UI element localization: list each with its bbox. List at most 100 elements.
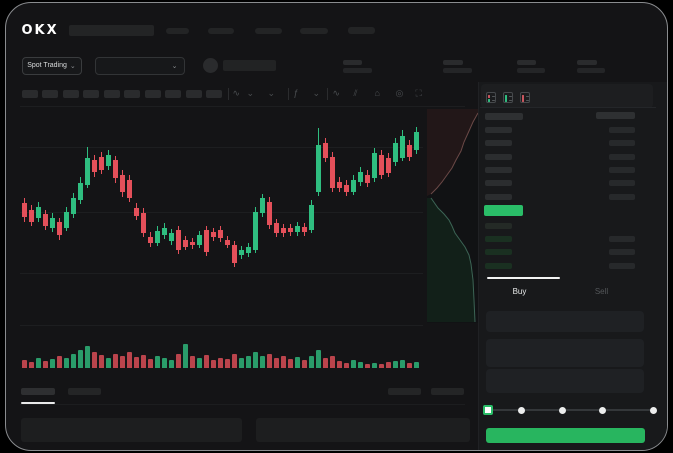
volume-bar — [273, 357, 279, 368]
candle-body — [252, 211, 258, 250]
timeframe-bar[interactable] — [103, 89, 120, 98]
chart-type-chevron-icon[interactable]: ⌄ — [246, 87, 255, 98]
timeframe-bar[interactable] — [185, 89, 202, 98]
timeframe-bar[interactable] — [144, 89, 161, 98]
interval-chevron-icon[interactable]: ⌄ — [267, 87, 276, 98]
bottom-active-tab-underline — [20, 401, 55, 404]
pair-dropdown[interactable]: ⌄ — [94, 56, 185, 75]
nav-item-bar[interactable] — [254, 27, 282, 34]
timeframe-bar[interactable] — [21, 89, 38, 98]
candle-body — [343, 184, 349, 192]
orderbook-split-view-icon[interactable] — [485, 91, 496, 103]
amount-slider-track[interactable] — [486, 408, 655, 411]
slider-stop-dot[interactable] — [599, 406, 606, 414]
nav-item-bar[interactable] — [299, 27, 328, 34]
orderbook-ask-amount-bar[interactable] — [608, 179, 635, 186]
bottom-action-bar[interactable] — [387, 387, 421, 395]
orderbook-bid-price-bar[interactable] — [484, 262, 512, 269]
bottom-tab-bar[interactable] — [67, 387, 101, 395]
nav-item-bar[interactable] — [165, 27, 189, 34]
slider-stop-dot[interactable] — [650, 406, 657, 414]
orderbook-ask-amount-bar[interactable] — [608, 139, 635, 146]
orderbook-asks-view-icon[interactable] — [519, 91, 530, 103]
orderbook-ask-price-bar[interactable] — [484, 153, 512, 160]
indicator-icon[interactable]: ƒ — [293, 87, 299, 98]
slider-stop-dot[interactable] — [559, 406, 566, 414]
last-price-bar[interactable] — [483, 204, 523, 216]
candle-body — [49, 217, 55, 228]
orderbook-ask-amount-bar[interactable] — [608, 193, 635, 200]
indicator-chevron-icon[interactable]: ⌄ — [312, 87, 321, 98]
orderbook-bid-amount-bar[interactable] — [608, 248, 635, 255]
candle-body — [266, 201, 272, 225]
volume-bar — [175, 353, 181, 368]
orderbook-bid-amount-bar[interactable] — [608, 262, 635, 269]
candle-body — [315, 144, 321, 192]
token-avatar[interactable] — [202, 57, 218, 73]
okx-logo[interactable]: OKX — [21, 22, 59, 38]
candle-body — [413, 131, 419, 150]
candle-body — [224, 239, 230, 245]
stat-value-bar — [342, 67, 372, 73]
timeframe-bar[interactable] — [205, 89, 222, 98]
orderbook-ask-price-bar[interactable] — [484, 193, 512, 200]
candle-body — [350, 179, 356, 192]
orderbook-bid-price-bar[interactable] — [484, 248, 512, 255]
candle-body — [287, 227, 293, 232]
line-tool-icon[interactable]: ∿ — [332, 87, 341, 98]
volume-bar — [378, 363, 384, 368]
candle-body — [329, 156, 335, 188]
timeframe-bar[interactable] — [41, 89, 58, 98]
ruler-icon[interactable]: ⫽ — [353, 87, 358, 98]
orderbook-ask-amount-bar[interactable] — [608, 166, 635, 173]
volume-bar — [161, 357, 167, 368]
depth-chart — [426, 108, 478, 323]
orderbook-bid-price-bar[interactable] — [484, 235, 512, 242]
volume-bar — [287, 358, 293, 368]
tab-sell[interactable]: Sell — [580, 287, 624, 296]
fullscreen-icon[interactable]: ⛶ — [415, 87, 422, 98]
search-bar[interactable] — [222, 59, 276, 71]
orderbook-ask-price-bar[interactable] — [484, 126, 512, 133]
settings-icon[interactable]: ◎ — [395, 87, 404, 98]
amount-field[interactable] — [485, 338, 644, 367]
chart-type-icon[interactable]: ∿ — [232, 87, 241, 98]
nav-item-bar[interactable] — [347, 26, 375, 34]
pair-name-bar — [68, 24, 154, 36]
slider-stop-dot[interactable] — [518, 406, 525, 414]
orderbook-ask-amount-bar[interactable] — [608, 126, 635, 133]
total-field[interactable] — [485, 368, 644, 393]
volume-bar — [203, 354, 209, 368]
orderbook-bid-price-bar[interactable] — [484, 222, 512, 229]
orderbook-ask-amount-bar[interactable] — [608, 153, 635, 160]
orderbook-bid-amount-bar[interactable] — [608, 235, 635, 242]
volume-bar — [28, 361, 34, 368]
volume-bar — [105, 357, 111, 368]
volume-bar — [385, 361, 391, 368]
screenshot-icon[interactable]: ⌂ — [374, 87, 380, 98]
timeframe-bar[interactable] — [82, 89, 99, 98]
tab-buy[interactable]: Buy — [498, 287, 542, 296]
nav-item-bar[interactable] — [207, 27, 234, 34]
bottom-tab-active-bar[interactable] — [20, 387, 55, 395]
orderbook-bids-view-icon[interactable] — [502, 91, 513, 103]
volume-bar — [21, 359, 27, 368]
timeframe-bar[interactable] — [123, 89, 140, 98]
orderbook-ask-price-bar[interactable] — [484, 139, 512, 146]
buy-submit-button[interactable] — [485, 427, 645, 443]
volume-bar — [140, 354, 146, 368]
orderbook-ask-price-bar[interactable] — [484, 179, 512, 186]
ob-header-bar — [595, 111, 635, 119]
volume-bar — [119, 355, 125, 368]
price-field[interactable] — [485, 310, 644, 332]
candle-body — [147, 236, 153, 243]
spot-trading-selector[interactable]: Spot Trading ⌄ — [21, 56, 82, 75]
stat-label-bar — [442, 59, 463, 65]
bottom-action-bar[interactable] — [430, 387, 464, 395]
volume-bar — [315, 349, 321, 368]
amount-slider-handle[interactable] — [482, 404, 493, 415]
orderbook-ask-price-bar[interactable] — [484, 166, 512, 173]
timeframe-bar[interactable] — [62, 89, 79, 98]
volume-bar — [98, 354, 104, 368]
timeframe-bar[interactable] — [164, 89, 181, 98]
